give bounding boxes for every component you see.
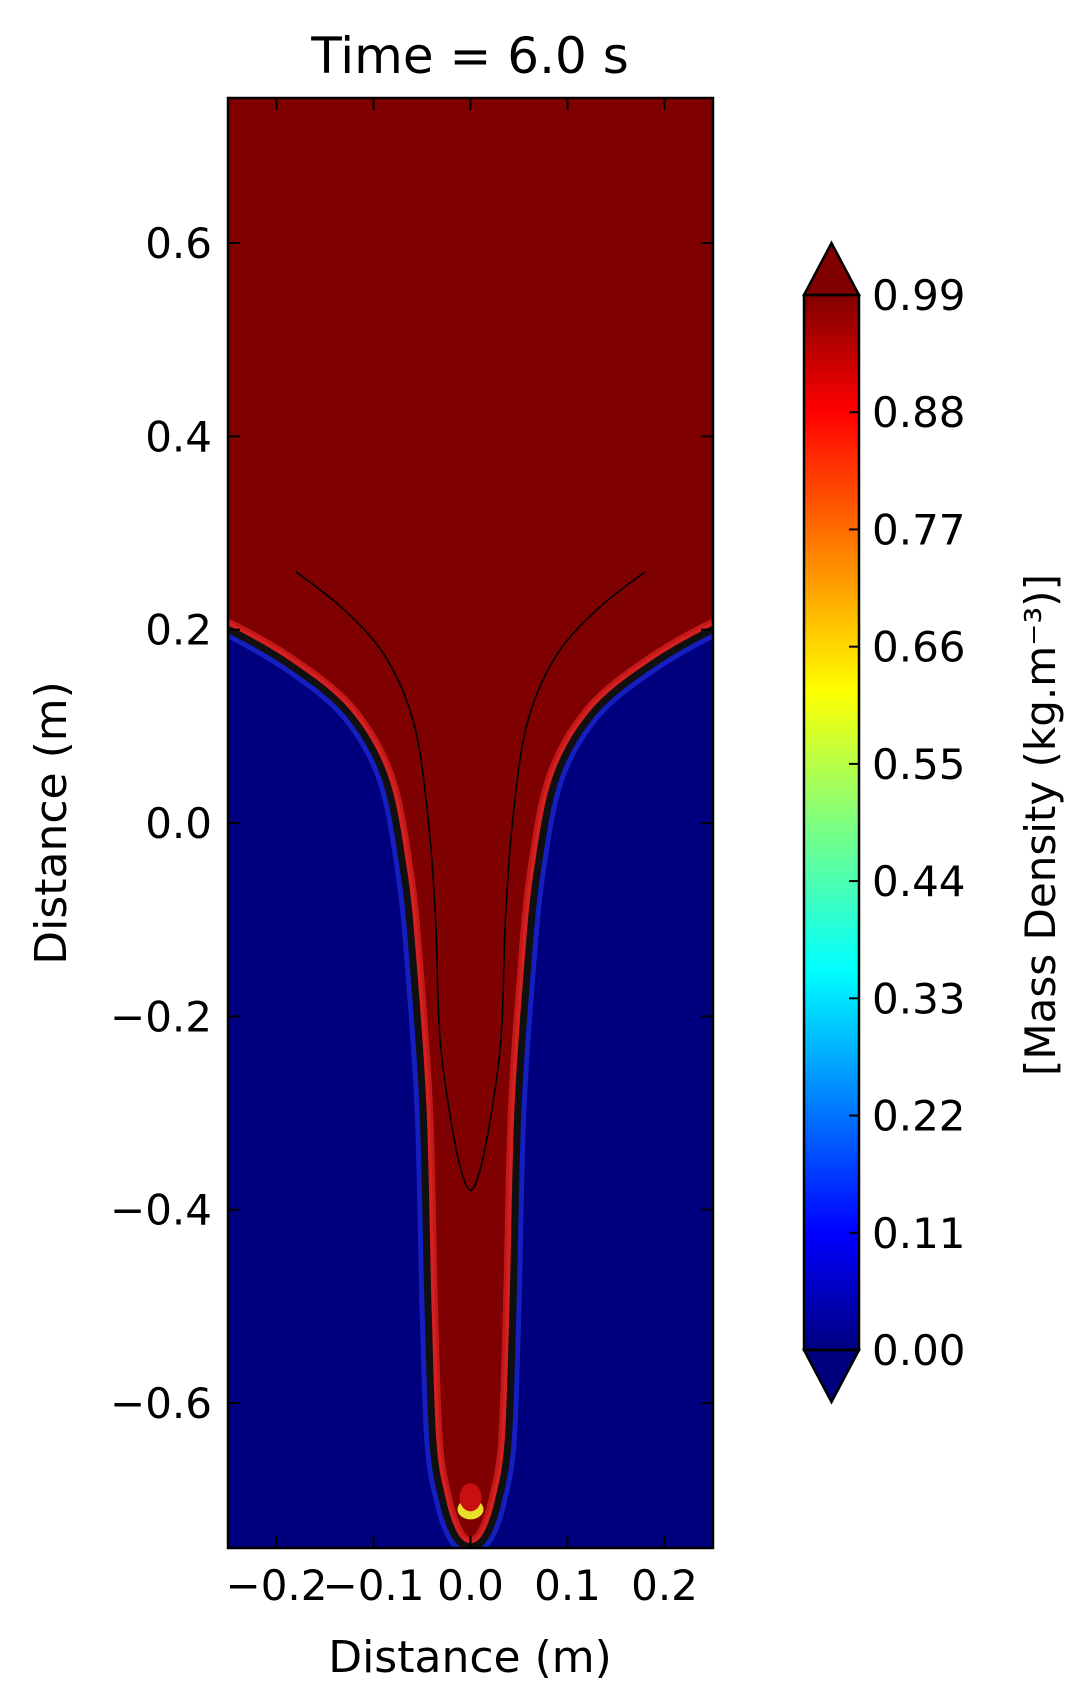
colorbar-tick-label: 0.11 [872, 1209, 966, 1258]
chart-title: Time = 6.0 s [310, 27, 629, 85]
y-tick-label: 0.6 [145, 219, 212, 268]
colorbar-frame [802, 293, 861, 1352]
colorbar-tick-label: 0.44 [872, 857, 966, 906]
y-tick-label: −0.4 [110, 1186, 212, 1235]
x-tick-label: 0.0 [437, 1561, 504, 1610]
y-axis-ticks: −0.6 −0.4 −0.2 0.0 0.2 0.4 0.6 [110, 219, 713, 1428]
x-tick-label: −0.1 [323, 1561, 425, 1610]
x-tick-label: −0.2 [226, 1561, 328, 1610]
colorbar-tick-label: 0.88 [872, 388, 966, 437]
colorbar-tick-label: 0.00 [872, 1326, 966, 1375]
colorbar-tick-label: 0.99 [872, 271, 966, 320]
y-tick-label: 0.4 [145, 412, 212, 461]
inner-contour-line [295, 571, 646, 1192]
colorbar-ticks: 0.00 0.11 0.22 0.33 0.44 0.55 0.66 0.77 0.88 0.99 [849, 271, 966, 1375]
y-tick-label: −0.2 [110, 992, 212, 1041]
y-axis-label: Distance (m) [26, 681, 77, 965]
x-axis-label: Distance (m) [328, 1632, 612, 1683]
colorbar-extend-min [801, 1348, 862, 1405]
colorbar: 0.00 0.11 0.22 0.33 0.44 0.55 0.66 0.77 0.88 0.99… [801, 240, 1065, 1405]
x-axis-ticks: −0.2−0.1 0.0 0.1 0.2 [226, 98, 698, 1610]
colorbar-extend-max [801, 240, 862, 297]
plot-area [226, 96, 715, 1550]
colorbar-label: [Mass Density (kg.m⁻³)] [1016, 574, 1065, 1076]
colorbar-tick-label: 0.77 [872, 505, 966, 554]
y-tick-label: −0.6 [110, 1379, 212, 1428]
colorbar-tick-label: 0.66 [872, 623, 966, 672]
y-tick-label: 0.0 [145, 799, 212, 848]
colorbar-tick-label: 0.55 [872, 740, 966, 789]
colorbar-gradient [804, 295, 859, 1350]
colorbar-tick-label: 0.22 [872, 1092, 966, 1141]
x-tick-label: 0.2 [631, 1561, 698, 1610]
tip-contour-red [459, 1483, 482, 1512]
y-tick-label: 0.2 [145, 606, 212, 655]
x-tick-label: 0.1 [534, 1561, 601, 1610]
colorbar-tick-label: 0.33 [872, 974, 966, 1023]
